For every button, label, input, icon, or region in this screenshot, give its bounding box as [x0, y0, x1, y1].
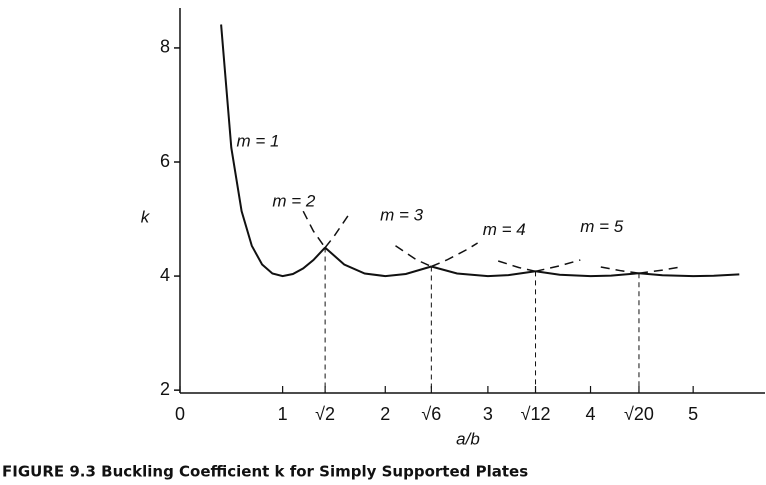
x-tick-label: 0 — [175, 404, 185, 424]
buckling-curve-dashed — [535, 259, 581, 273]
buckling-curve — [535, 270, 640, 278]
y-axis-label: k — [141, 207, 151, 226]
buckling-curve — [324, 246, 432, 278]
buckling-curve-dashed — [324, 213, 350, 249]
x-tick-label: 4 — [586, 404, 596, 424]
curve-label: m = 2 — [272, 191, 316, 210]
buckling-curve — [220, 24, 326, 278]
x-tick-label: 2 — [380, 404, 390, 424]
buckling-curve-dashed — [497, 260, 536, 273]
buckling-curve — [431, 265, 536, 278]
curve-label: m = 5 — [580, 217, 624, 236]
x-tick-label: √2 — [315, 404, 335, 424]
y-tick-label: 6 — [160, 151, 170, 171]
buckling-curve-dashed — [638, 265, 684, 274]
buckling-curve-dashed — [395, 245, 432, 268]
x-axis-label: a/b — [456, 429, 480, 448]
y-tick-label: 8 — [160, 37, 170, 57]
x-tick-label: 3 — [483, 404, 493, 424]
x-tick-label: √12 — [521, 404, 551, 424]
curve-label: m = 4 — [483, 220, 526, 239]
buckling-curve-dashed — [431, 242, 478, 268]
x-tick-label: √20 — [624, 404, 654, 424]
buckling-curve-dashed — [302, 210, 326, 249]
buckling-curve — [638, 272, 740, 278]
y-tick-label: 4 — [160, 265, 170, 285]
buckling-curve-dashed — [600, 266, 640, 274]
curve-label: m = 3 — [380, 206, 424, 225]
x-tick-label: 1 — [278, 404, 288, 424]
x-tick-label: √6 — [421, 404, 441, 424]
y-tick-label: 2 — [160, 379, 170, 399]
curve-label: m = 1 — [236, 132, 279, 151]
caption: FIGURE 9.3 Buckling Coefficient k for Si… — [2, 463, 528, 481]
x-tick-label: 5 — [688, 404, 698, 424]
